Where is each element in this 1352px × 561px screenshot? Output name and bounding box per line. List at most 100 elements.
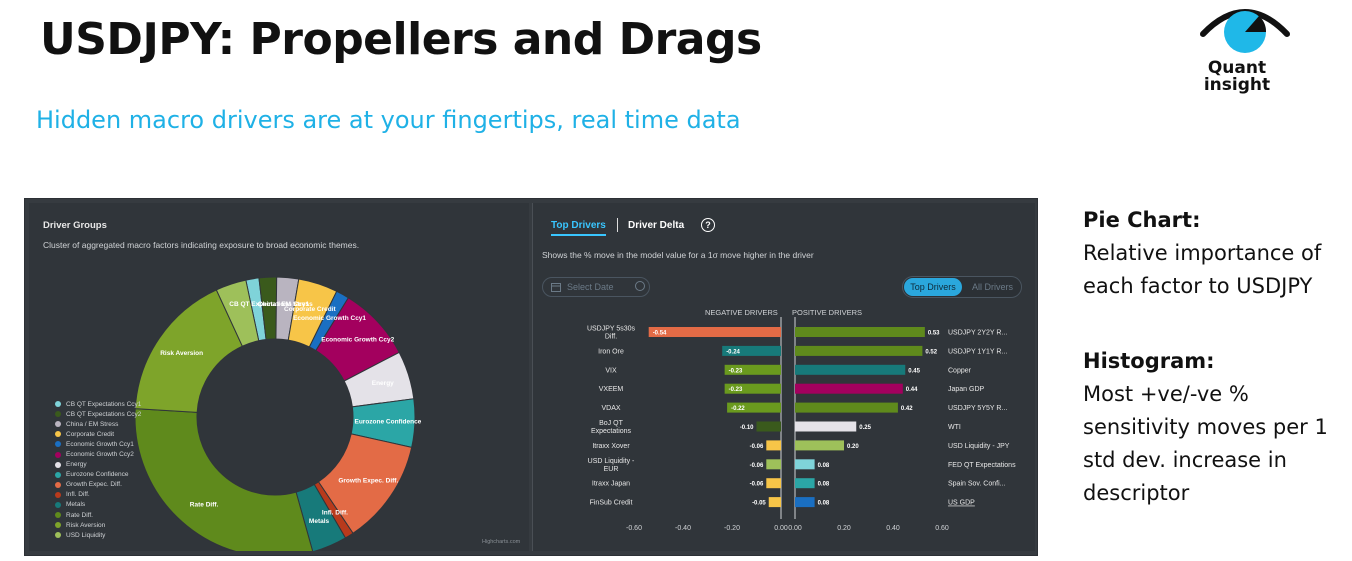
legend-item-infl-diff[interactable]: Infl. Diff. xyxy=(55,490,141,500)
legend-marker xyxy=(55,431,61,438)
legend-marker xyxy=(55,512,61,519)
negative-bar-boj-qt-expectations[interactable] xyxy=(756,421,782,432)
pie-slice-rate-diff[interactable] xyxy=(134,408,314,551)
positive-driver-label: Japan GDP xyxy=(948,386,985,393)
positive-bar-value: 0.44 xyxy=(906,387,918,393)
positive-axis-tick: 0.20 xyxy=(837,525,851,532)
legend-label: CB QT Expectations Ccy1 xyxy=(66,400,142,408)
help-icon[interactable]: ? xyxy=(701,218,715,232)
legend-item-china-em-stress[interactable]: China / EM Stress xyxy=(55,419,141,429)
legend-marker xyxy=(55,522,61,529)
legend-item-eurozone-confidence[interactable]: Eurozone Confidence xyxy=(55,470,141,480)
negative-driver-label: FinSub Credit xyxy=(590,500,633,507)
legend-label: Energy xyxy=(66,461,87,469)
positive-bar-japan-gdp[interactable] xyxy=(795,383,903,394)
legend-label: Economic Growth Ccy1 xyxy=(66,440,134,448)
legend-item-metals[interactable]: Metals xyxy=(55,500,141,510)
positive-bar-value: 0.20 xyxy=(847,444,859,450)
pie-label-rate-diff: Rate Diff. xyxy=(190,502,219,509)
legend-marker xyxy=(55,491,61,498)
legend-item-risk-aversion[interactable]: Risk Aversion xyxy=(55,520,141,530)
negative-bar-value: -0.06 xyxy=(750,463,764,469)
tab-top-drivers[interactable]: Top Drivers xyxy=(551,220,606,236)
positive-axis-tick: 0.00 xyxy=(788,525,802,532)
legend-marker xyxy=(55,401,61,408)
drivers-toggle: Top Drivers All Drivers xyxy=(902,276,1022,298)
positive-bar-us-gdp[interactable] xyxy=(795,497,815,508)
negative-bar-vxeem[interactable] xyxy=(724,383,781,394)
chart-credit: Highcharts.com xyxy=(482,539,521,545)
legend-marker xyxy=(55,451,61,458)
positive-driver-label: USDJPY 1Y1Y R... xyxy=(948,348,1007,355)
dashboard-screenshot: Driver Groups Cluster of aggregated macr… xyxy=(24,198,1038,556)
legend-label: Eurozone Confidence xyxy=(66,471,129,479)
toggle-all-drivers[interactable]: All Drivers xyxy=(971,282,1013,292)
positive-bar-usdjpy-5y5y-r[interactable] xyxy=(795,402,898,413)
legend-item-usd-liquidity[interactable]: USD Liquidity xyxy=(55,530,141,540)
tab-driver-delta[interactable]: Driver Delta xyxy=(628,220,685,231)
positive-axis-tick: 0.60 xyxy=(935,525,949,532)
drivers-description: Shows the % move in the model value for … xyxy=(542,250,814,260)
histogram-note-line-1: Most +ve/-ve % xyxy=(1083,382,1249,406)
driver-groups-panel: Driver Groups Cluster of aggregated macr… xyxy=(29,203,529,551)
negative-driver-label: BoJ QT xyxy=(599,420,623,427)
legend-item-economic-growth-ccy1[interactable]: Economic Growth Ccy1 xyxy=(55,439,141,449)
pie-slice-usd-liquidity[interactable] xyxy=(215,279,260,347)
pie-label-metals: Metals xyxy=(309,518,330,525)
histogram-note-line-2: sensitivity moves per 1 xyxy=(1083,415,1328,439)
legend-marker xyxy=(55,411,61,418)
positive-bar-usdjpy-1y1y-r[interactable] xyxy=(795,345,923,356)
pie-note: Pie Chart: Relative importance of each f… xyxy=(1083,204,1321,303)
histogram-note-title: Histogram: xyxy=(1083,349,1215,373)
negative-bar-finsub-credit[interactable] xyxy=(768,497,781,508)
logo-wordmark: Quant insight xyxy=(1195,60,1279,94)
positive-bar-wti[interactable] xyxy=(795,421,857,432)
top-drivers-panel: Top Drivers Driver Delta ? Shows the % m… xyxy=(532,203,1035,551)
pie-label-corporate-credit: Corporate Credit xyxy=(284,306,336,313)
positive-driver-label[interactable]: US GDP xyxy=(948,500,975,507)
pie-label-eurozone-confidence: Eurozone Confidence xyxy=(354,419,421,426)
negative-bar-value: -0.24 xyxy=(726,349,740,355)
positive-bar-value: 0.45 xyxy=(908,368,920,374)
negative-bar-itraxx-japan[interactable] xyxy=(766,478,781,489)
legend-label: China / EM Stress xyxy=(66,420,119,428)
legend-label: Corporate Credit xyxy=(66,430,115,438)
pie-label-economic-growth-ccy2: Economic Growth Ccy2 xyxy=(321,337,394,344)
positive-bar-copper[interactable] xyxy=(795,364,906,375)
legend-label: USD Liquidity xyxy=(66,531,106,539)
calendar-icon xyxy=(551,283,561,292)
legend-item-cb-qt-expectations-ccy2[interactable]: CB QT Expectations Ccy2 xyxy=(55,409,141,419)
clear-icon[interactable] xyxy=(635,281,645,291)
positive-bar-spain-sov-confi[interactable] xyxy=(795,478,815,489)
pie-label-energy: Energy xyxy=(372,380,394,387)
negative-bar-vix[interactable] xyxy=(724,364,781,375)
positive-bar-usdjpy-2y2y-r[interactable] xyxy=(795,327,925,337)
positive-bar-value: 0.53 xyxy=(928,331,940,337)
negative-bar-vdax[interactable] xyxy=(727,402,781,413)
negative-bar-value: -0.05 xyxy=(752,501,766,507)
negative-bar-usd-liquidity-eur[interactable] xyxy=(766,459,781,470)
negative-driver-label: VIX xyxy=(605,367,617,374)
legend-item-energy[interactable]: Energy xyxy=(55,460,141,470)
legend-item-economic-growth-ccy2[interactable]: Economic Growth Ccy2 xyxy=(55,449,141,459)
positive-bar-value: 0.25 xyxy=(859,425,871,431)
legend-item-corporate-credit[interactable]: Corporate Credit xyxy=(55,429,141,439)
positive-bar-value: 0.42 xyxy=(901,406,913,412)
legend-item-growth-expec-diff[interactable]: Growth Expec. Diff. xyxy=(55,480,141,490)
legend-item-cb-qt-expectations-ccy1[interactable]: CB QT Expectations Ccy1 xyxy=(55,399,141,409)
negative-bar-itraxx-xover[interactable] xyxy=(766,440,781,451)
negative-driver-label: Expectations xyxy=(591,428,632,435)
positive-bar-fed-qt-expectations[interactable] xyxy=(795,459,815,470)
legend-item-rate-diff[interactable]: Rate Diff. xyxy=(55,510,141,520)
legend-marker xyxy=(55,532,61,539)
negative-bar-value: -0.06 xyxy=(750,482,764,488)
positive-bar-usd-liquidity-jpy[interactable] xyxy=(795,440,844,451)
positive-bar-value: 0.52 xyxy=(925,349,937,355)
negative-bar-iron-ore[interactable] xyxy=(722,345,781,356)
toggle-top-drivers[interactable]: Top Drivers xyxy=(904,278,962,296)
date-input[interactable]: Select Date xyxy=(542,277,650,297)
negative-driver-label: Iron Ore xyxy=(598,348,624,355)
negative-bar-usdjpy-5s30s-diff[interactable] xyxy=(648,327,781,337)
legend-marker xyxy=(55,471,61,478)
